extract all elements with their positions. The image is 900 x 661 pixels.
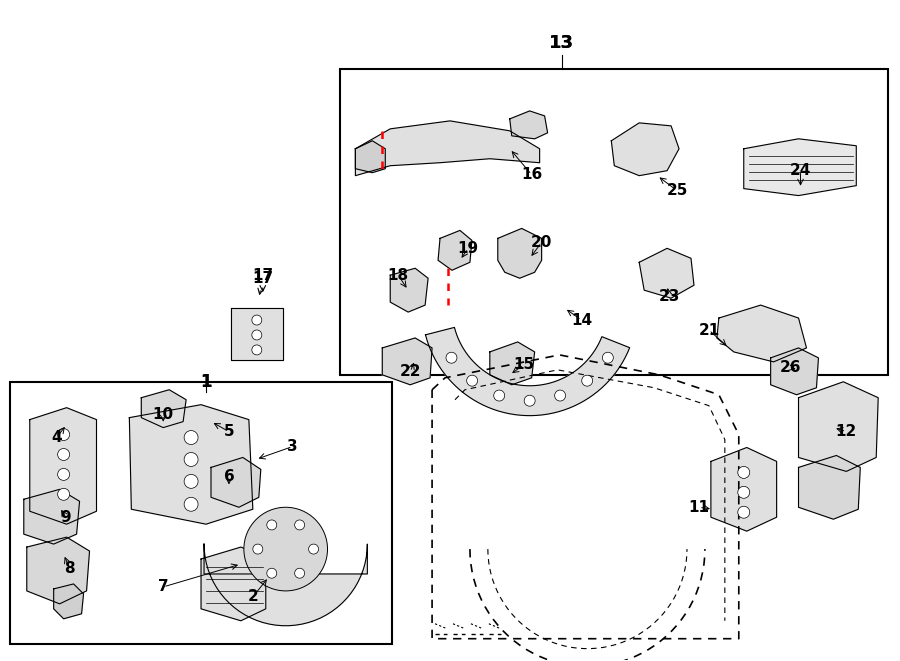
Text: 1: 1	[201, 373, 212, 391]
Polygon shape	[23, 489, 79, 544]
Polygon shape	[611, 123, 679, 176]
Polygon shape	[798, 382, 878, 471]
Polygon shape	[356, 121, 540, 176]
Text: 5: 5	[223, 424, 234, 439]
Text: 3: 3	[287, 439, 298, 454]
Circle shape	[266, 520, 276, 530]
Polygon shape	[382, 338, 432, 385]
Circle shape	[266, 568, 276, 578]
Circle shape	[58, 449, 69, 461]
Text: 4: 4	[51, 430, 62, 445]
Circle shape	[467, 375, 478, 386]
Circle shape	[524, 395, 536, 406]
Circle shape	[58, 428, 69, 440]
Circle shape	[446, 352, 457, 363]
Bar	[10, 382, 392, 644]
Text: 1: 1	[201, 373, 212, 391]
Polygon shape	[391, 268, 428, 312]
Circle shape	[309, 544, 319, 554]
Circle shape	[554, 390, 565, 401]
Circle shape	[184, 475, 198, 488]
Polygon shape	[54, 584, 84, 619]
Text: 6: 6	[223, 469, 234, 484]
Text: 26: 26	[779, 360, 801, 375]
Text: 24: 24	[790, 163, 811, 178]
Circle shape	[184, 430, 198, 444]
Circle shape	[252, 345, 262, 355]
Polygon shape	[770, 348, 818, 395]
Text: 8: 8	[64, 561, 75, 576]
Text: 14: 14	[571, 313, 592, 328]
Text: 23: 23	[659, 289, 680, 303]
Text: 17: 17	[252, 268, 274, 283]
Polygon shape	[711, 447, 777, 531]
Polygon shape	[201, 547, 266, 621]
Circle shape	[252, 330, 262, 340]
Text: 19: 19	[457, 241, 479, 256]
Polygon shape	[717, 305, 806, 362]
Circle shape	[581, 375, 593, 386]
Polygon shape	[204, 544, 367, 626]
Polygon shape	[27, 537, 89, 604]
Text: 12: 12	[836, 424, 857, 439]
Circle shape	[58, 488, 69, 500]
Circle shape	[294, 568, 304, 578]
Polygon shape	[141, 390, 186, 428]
Text: 20: 20	[531, 235, 553, 250]
Polygon shape	[30, 408, 96, 524]
Text: 15: 15	[513, 358, 535, 372]
Text: 22: 22	[400, 364, 421, 379]
Polygon shape	[490, 342, 535, 385]
Text: 11: 11	[688, 500, 709, 515]
Polygon shape	[356, 141, 385, 173]
Circle shape	[244, 507, 328, 591]
Polygon shape	[498, 229, 542, 278]
Polygon shape	[130, 405, 253, 524]
Text: 9: 9	[60, 510, 71, 525]
Circle shape	[184, 453, 198, 467]
Text: 21: 21	[698, 323, 719, 338]
Text: 18: 18	[388, 268, 409, 283]
Circle shape	[494, 390, 505, 401]
Polygon shape	[743, 139, 856, 196]
Text: 13: 13	[549, 34, 574, 52]
Text: 2: 2	[248, 590, 258, 604]
Polygon shape	[438, 231, 472, 270]
Polygon shape	[509, 111, 547, 139]
Circle shape	[58, 469, 69, 481]
Text: 10: 10	[153, 407, 174, 422]
Circle shape	[184, 497, 198, 511]
Circle shape	[738, 467, 750, 479]
Polygon shape	[211, 457, 261, 507]
Polygon shape	[798, 455, 860, 519]
Circle shape	[294, 520, 304, 530]
Text: 7: 7	[158, 580, 168, 594]
Bar	[340, 69, 888, 375]
Circle shape	[253, 544, 263, 554]
Text: 16: 16	[521, 167, 543, 182]
Text: 17: 17	[252, 271, 274, 286]
Circle shape	[738, 486, 750, 498]
Text: 13: 13	[549, 34, 574, 52]
Polygon shape	[639, 249, 694, 298]
Circle shape	[252, 315, 262, 325]
Polygon shape	[231, 308, 283, 360]
Circle shape	[738, 506, 750, 518]
Circle shape	[602, 352, 613, 363]
Text: 25: 25	[666, 183, 688, 198]
Polygon shape	[426, 327, 630, 416]
